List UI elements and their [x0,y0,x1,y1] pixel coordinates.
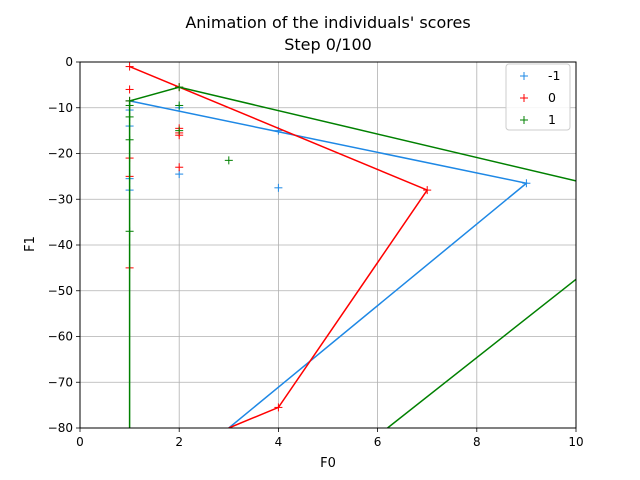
y-tick-label: −40 [48,238,73,252]
legend-marker-1 [520,116,528,124]
y-axis-label: F1 [23,236,38,252]
y-tick-label: −30 [48,192,73,206]
data-point-series-0 [125,62,134,71]
x-tick-label: 2 [175,435,183,449]
data-point-series-1 [175,101,184,110]
y-tick-label: −70 [48,375,73,389]
front-line-series-1 [128,86,576,428]
data-point-series-1 [125,112,134,121]
y-tick-label: −80 [48,421,73,435]
legend-label-1: 1 [548,112,556,127]
front-line-2-series-1 [387,278,576,428]
x-tick-label: 6 [374,435,382,449]
data-point-series-0 [423,186,432,195]
legend-label--1: -1 [548,68,560,83]
data-point-series-1 [224,156,233,165]
axes-layer: 0 2 4 6 8 100−10−20−30−40−50−60−70−80 [48,55,584,449]
legend-marker--1 [520,72,528,80]
legend: -1 0 1 [505,63,571,131]
legend-marker-0 [520,94,528,102]
series-layer [125,62,576,428]
legend-label-0: 0 [548,90,556,105]
x-tick-label: 4 [275,435,283,449]
data-point-series-1 [125,101,134,110]
data-point-series-1 [125,227,134,236]
y-tick-label: −60 [48,330,73,344]
chart-subtitle: Step 0/100 [284,35,372,54]
grid-layer [79,61,577,429]
data-point-series--1 [522,179,531,188]
legend-box [505,63,571,131]
data-point-series-0 [175,163,184,172]
x-axis-label: F0 [320,456,336,471]
y-tick-label: −10 [48,101,73,115]
chart-title: Animation of the individuals' scores [185,13,470,32]
x-tick-label: 8 [473,435,481,449]
data-point-series-0 [274,403,283,412]
data-point-series-0 [125,85,134,94]
data-point-series--1 [274,183,283,192]
front-line-series--1 [129,100,529,428]
y-tick-label: −50 [48,284,73,298]
data-point-series-1 [175,126,184,135]
data-point-series--1 [175,170,184,179]
x-tick-label: 10 [568,435,583,449]
y-tick-label: 0 [65,55,73,69]
data-point-series-1 [125,135,134,144]
y-tick-label: −20 [48,147,73,161]
data-point-series-1 [175,83,184,92]
front-line-series-0 [129,65,429,428]
x-tick-label: 0 [76,435,84,449]
